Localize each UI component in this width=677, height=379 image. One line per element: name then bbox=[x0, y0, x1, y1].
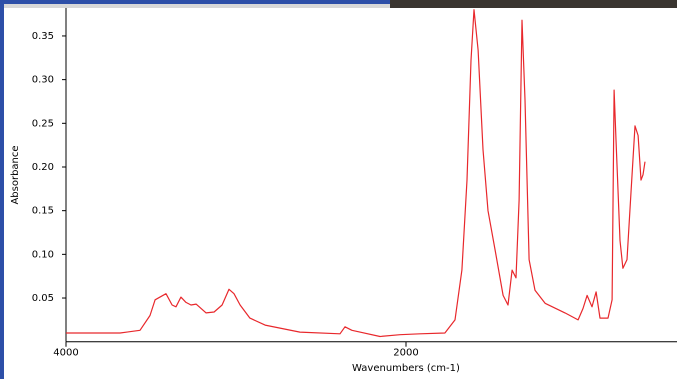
y-tick-label: 0.15 bbox=[32, 206, 54, 217]
window-border bbox=[0, 0, 4, 379]
y-tick-label: 0.35 bbox=[32, 31, 54, 42]
y-tick-label: 0.25 bbox=[32, 118, 54, 129]
x-tick-label: 4000 bbox=[53, 348, 78, 359]
spectrum-line bbox=[66, 9, 646, 338]
y-tick-label: 0.10 bbox=[32, 249, 54, 260]
toolbar-edge bbox=[4, 4, 390, 8]
background-window bbox=[390, 0, 677, 8]
x-tick-label: 2000 bbox=[393, 348, 418, 359]
y-tick-label: 0.20 bbox=[32, 162, 54, 173]
y-tick-label: 0.30 bbox=[32, 75, 54, 86]
y-tick-label: 0.05 bbox=[32, 293, 54, 304]
y-axis-label: Absorbance bbox=[10, 145, 21, 204]
window-border-top bbox=[0, 0, 677, 4]
x-axis-label: Wavenumbers (cm-1) bbox=[352, 363, 460, 374]
